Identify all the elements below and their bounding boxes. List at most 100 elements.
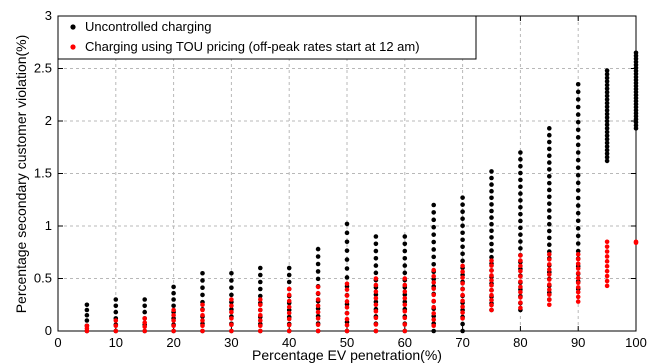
data-point: [547, 180, 552, 186]
data-point: [460, 209, 465, 214]
data-point: [547, 187, 552, 193]
data-point: [547, 146, 552, 152]
data-point: [344, 305, 350, 310]
y-tick-label: 2.5: [34, 61, 52, 76]
data-point: [460, 286, 465, 292]
data-point: [200, 323, 205, 329]
data-point: [229, 270, 234, 276]
data-point: [286, 316, 292, 322]
data-point: [575, 256, 581, 262]
data-point: [229, 292, 234, 298]
data-point: [604, 133, 610, 138]
legend-label-tou: Charging using TOU pricing (off-peak rat…: [85, 39, 420, 54]
data-point: [518, 150, 523, 155]
data-point: [518, 218, 523, 224]
data-point: [604, 89, 610, 95]
data-point: [604, 93, 610, 99]
data-point: [518, 246, 523, 251]
data-point: [258, 272, 263, 278]
data-point: [518, 239, 523, 244]
data-point: [547, 160, 552, 165]
x-tick-label: 30: [224, 335, 238, 350]
data-point: [575, 135, 581, 140]
data-point: [344, 239, 350, 245]
data-point: [604, 158, 610, 164]
data-point: [604, 79, 610, 84]
data-point: [200, 307, 205, 313]
data-point: [286, 322, 292, 328]
data-point: [171, 297, 176, 302]
data-point: [113, 309, 119, 315]
data-point: [489, 307, 494, 313]
data-point: [200, 278, 205, 283]
legend-box: [57, 15, 477, 60]
data-point: [489, 175, 494, 181]
data-point: [575, 112, 581, 117]
data-point: [604, 104, 610, 110]
data-point: [575, 285, 581, 290]
data-point: [575, 165, 581, 170]
data-point: [489, 235, 494, 240]
data-point: [229, 322, 234, 328]
y-tick-label: 0.5: [34, 271, 52, 286]
data-point: [460, 321, 465, 327]
data-point: [286, 298, 292, 304]
data-point: [575, 248, 581, 254]
data-point: [604, 86, 610, 91]
data-points: [84, 50, 639, 334]
data-point: [229, 278, 234, 283]
data-point: [402, 263, 408, 268]
data-point: [460, 223, 465, 229]
data-point: [229, 285, 234, 290]
data-point: [604, 147, 610, 153]
data-point: [431, 239, 437, 245]
data-point: [402, 302, 408, 308]
data-point: [575, 266, 581, 271]
data-point: [142, 320, 147, 325]
data-point: [431, 286, 437, 291]
data-point: [518, 258, 523, 263]
data-point: [575, 150, 581, 155]
data-point: [200, 285, 205, 290]
data-point: [547, 262, 552, 267]
data-point: [344, 310, 350, 316]
y-tick-label: 3: [45, 8, 52, 23]
data-point: [431, 254, 437, 260]
data-point: [604, 122, 610, 128]
data-point: [518, 232, 523, 237]
data-point: [460, 244, 465, 250]
data-point: [604, 100, 610, 106]
data-point: [518, 305, 523, 311]
data-point: [460, 328, 465, 334]
data-point: [142, 309, 147, 315]
legend-marker-uncontrolled: [70, 24, 76, 30]
y-tick-label: 1.5: [34, 166, 52, 181]
legend-label-uncontrolled: Uncontrolled charging: [85, 19, 211, 34]
data-point: [489, 241, 494, 247]
data-point: [575, 210, 581, 216]
data-point: [113, 328, 119, 334]
data-point: [518, 263, 523, 269]
data-point: [518, 157, 523, 162]
data-point: [344, 293, 350, 298]
legend: Uncontrolled charging Charging using TOU…: [57, 15, 477, 60]
data-point: [604, 151, 610, 156]
data-point: [142, 328, 147, 334]
data-point: [604, 263, 610, 269]
data-point: [489, 188, 494, 194]
x-tick-label: 0: [54, 335, 61, 350]
data-point: [575, 280, 581, 286]
data-point: [518, 279, 523, 284]
data-point: [315, 254, 321, 259]
data-point: [547, 235, 552, 241]
data-point: [142, 303, 147, 309]
data-point: [575, 195, 581, 201]
data-point: [547, 267, 552, 272]
data-point: [402, 322, 408, 327]
data-point: [547, 287, 552, 292]
data-point: [547, 208, 552, 213]
data-point: [258, 265, 263, 271]
data-point: [286, 328, 292, 334]
data-point: [604, 244, 610, 249]
